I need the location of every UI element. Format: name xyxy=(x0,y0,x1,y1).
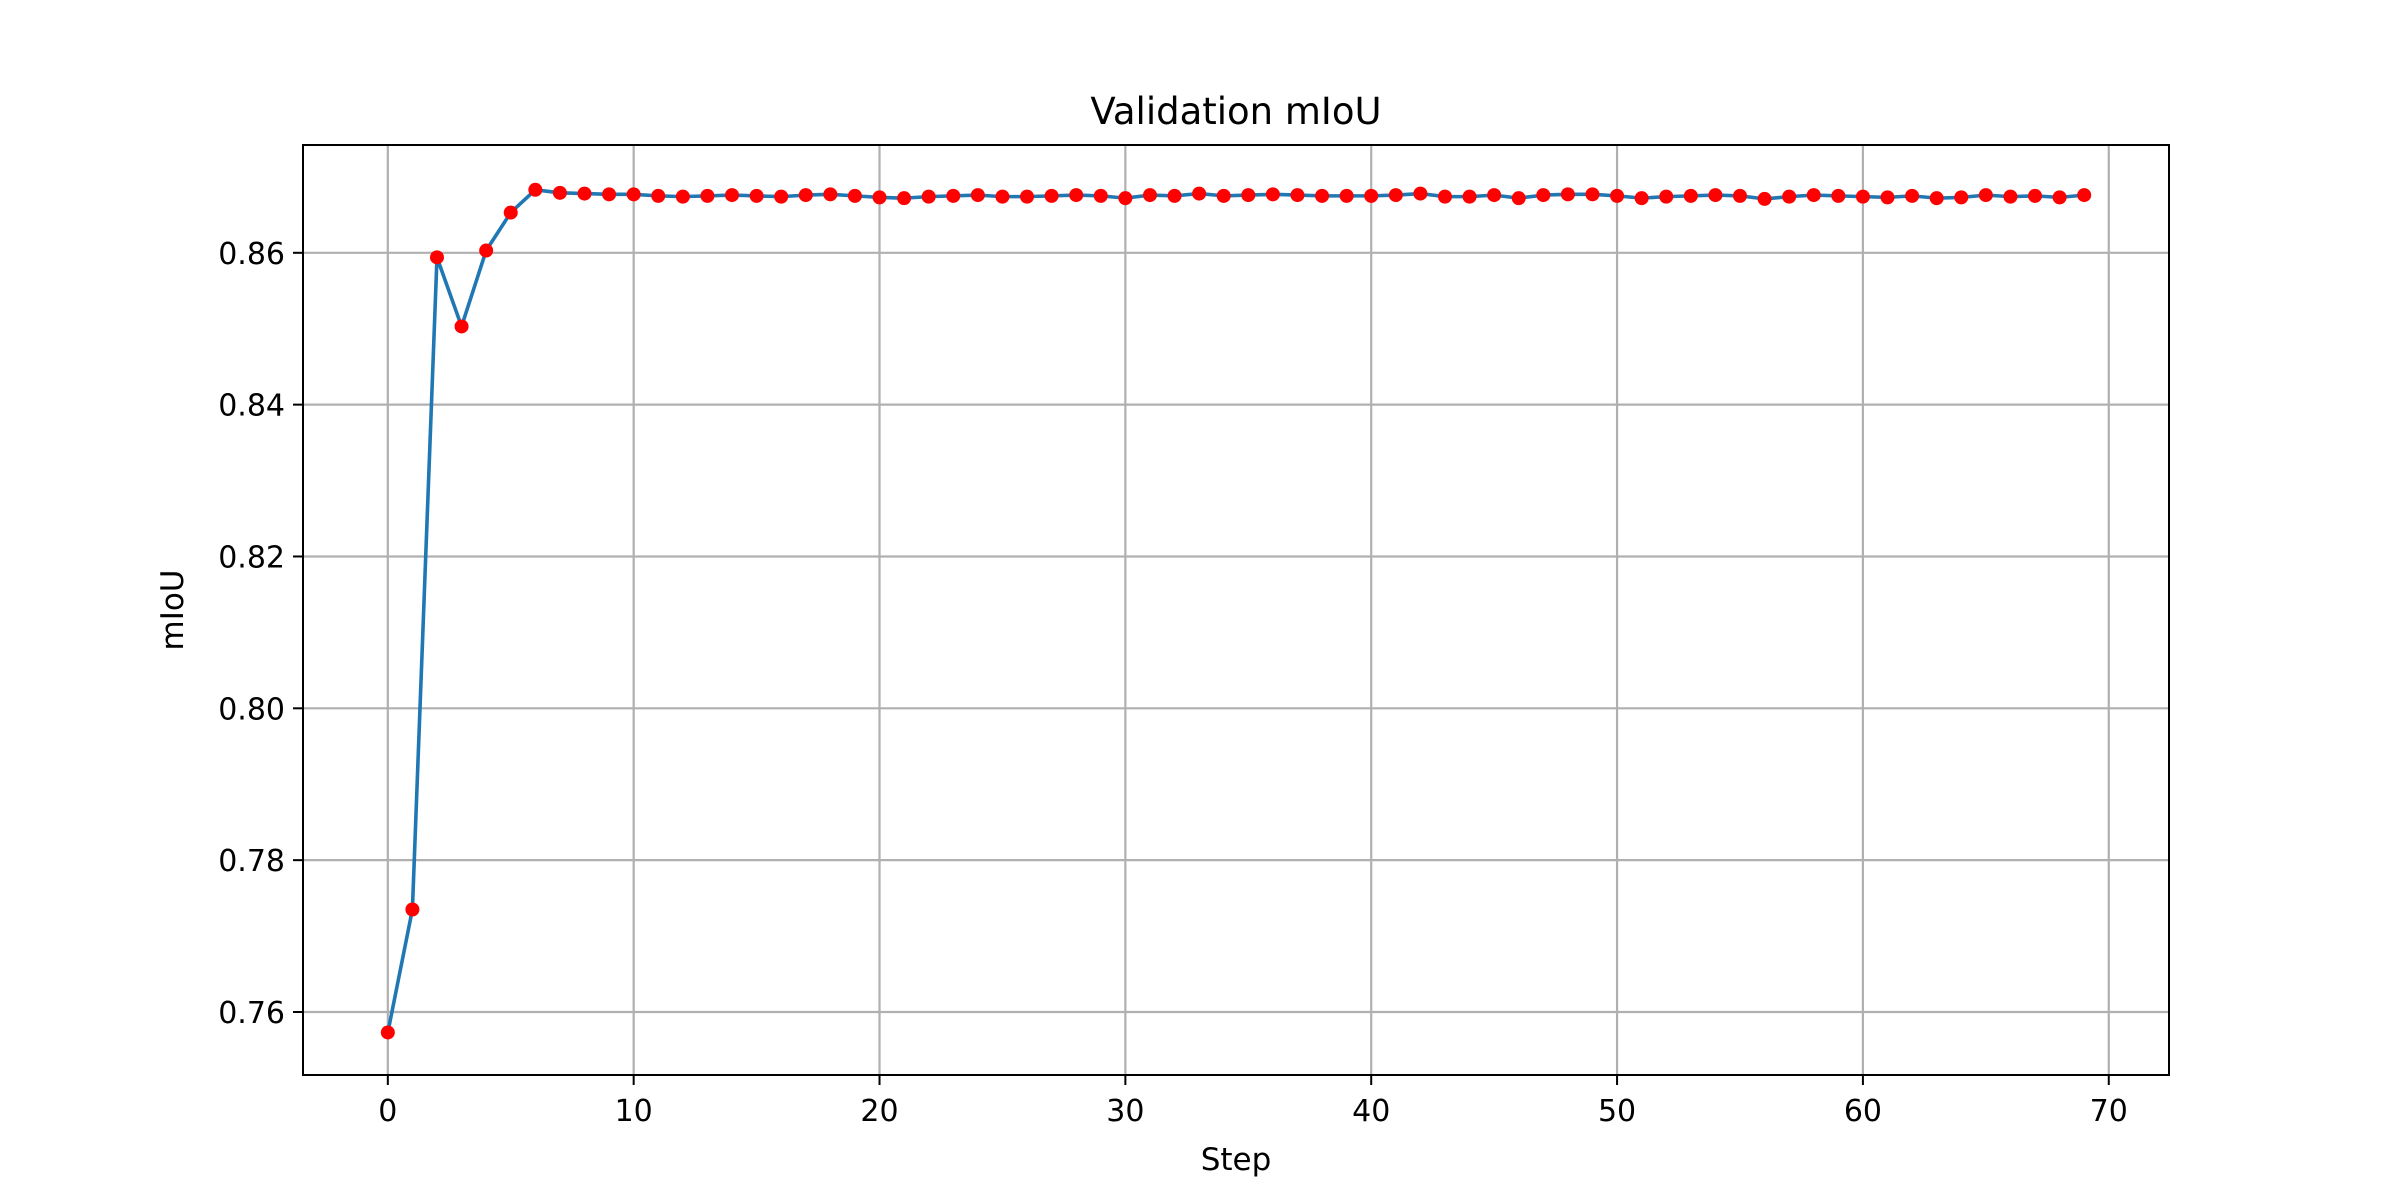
x-tick-label: 70 xyxy=(2090,1094,2128,1129)
data-point xyxy=(798,188,813,203)
data-point xyxy=(1290,188,1305,203)
y-axis-label: mIoU xyxy=(155,570,191,651)
x-tick-label: 40 xyxy=(1352,1094,1390,1129)
data-point xyxy=(2052,190,2067,205)
data-point xyxy=(749,188,764,203)
data-point xyxy=(2028,188,2043,203)
data-point xyxy=(1929,191,1944,206)
plot-frame xyxy=(302,144,2170,1076)
data-point xyxy=(1142,188,1157,203)
data-point xyxy=(1757,191,1772,206)
x-axis-label: Step xyxy=(1201,1142,1272,1178)
data-point xyxy=(675,189,690,204)
data-point xyxy=(970,188,985,203)
data-point xyxy=(1093,188,1108,203)
data-point xyxy=(1069,188,1084,203)
data-point xyxy=(2003,189,2018,204)
data-point xyxy=(1978,188,1993,203)
data-point xyxy=(1855,189,1870,204)
x-tick-label: 0 xyxy=(378,1094,397,1129)
data-point xyxy=(2077,188,2092,203)
data-point xyxy=(380,1025,395,1040)
data-point xyxy=(1634,191,1649,206)
data-point xyxy=(897,191,912,206)
grid-lines xyxy=(303,145,2169,1075)
data-point xyxy=(1437,189,1452,204)
data-point xyxy=(1167,188,1182,203)
y-tick-label: 0.80 xyxy=(218,692,285,727)
data-point xyxy=(1659,189,1674,204)
series-layer xyxy=(380,182,2092,1040)
data-point xyxy=(774,189,789,204)
data-point xyxy=(1388,188,1403,203)
data-point xyxy=(1880,190,1895,205)
y-tick-label: 0.86 xyxy=(218,237,285,272)
x-tick-label: 30 xyxy=(1106,1094,1144,1129)
data-point xyxy=(1413,186,1428,201)
y-tick-label: 0.82 xyxy=(218,540,285,575)
data-point xyxy=(823,187,838,202)
data-point xyxy=(552,185,567,200)
x-tick-label: 50 xyxy=(1598,1094,1636,1129)
data-point xyxy=(1315,188,1330,203)
data-point xyxy=(651,188,666,203)
data-point xyxy=(1610,188,1625,203)
data-point xyxy=(700,188,715,203)
data-point xyxy=(995,189,1010,204)
data-point xyxy=(1806,188,1821,203)
x-tick-label: 20 xyxy=(860,1094,898,1129)
data-point xyxy=(847,188,862,203)
data-point xyxy=(1020,189,1035,204)
data-point xyxy=(1216,188,1231,203)
x-tick-label: 10 xyxy=(615,1094,653,1129)
data-point xyxy=(479,243,494,258)
data-point xyxy=(503,205,518,220)
data-point xyxy=(1560,187,1575,202)
data-point xyxy=(1831,188,1846,203)
series-line xyxy=(386,187,2085,1033)
data-point xyxy=(1708,188,1723,203)
chart-title: Validation mIoU xyxy=(1090,90,1381,133)
data-point xyxy=(454,319,469,334)
data-point xyxy=(1265,187,1280,202)
data-point xyxy=(1192,186,1207,201)
data-point xyxy=(1339,188,1354,203)
data-point xyxy=(405,902,420,917)
data-point xyxy=(1732,188,1747,203)
data-point xyxy=(1954,190,1969,205)
y-tick-label: 0.78 xyxy=(218,844,285,879)
data-point xyxy=(725,188,740,203)
data-point xyxy=(1487,188,1502,203)
data-point xyxy=(1118,191,1133,206)
data-point xyxy=(1905,188,1920,203)
data-point xyxy=(1782,189,1797,204)
data-point xyxy=(1364,188,1379,203)
y-tick-label: 0.76 xyxy=(218,996,285,1031)
data-point xyxy=(1511,191,1526,206)
data-point xyxy=(1044,188,1059,203)
x-tick-label: 60 xyxy=(1844,1094,1882,1129)
y-tick-label: 0.84 xyxy=(218,389,285,424)
data-point xyxy=(1683,188,1698,203)
axis-ticks: 0 10 20 30 40 50 60 70 0.76 0.78 0.80 0.82 0.84 0.86 xyxy=(218,237,2128,1129)
data-point xyxy=(1536,188,1551,203)
data-point xyxy=(921,189,936,204)
data-point xyxy=(577,186,592,201)
data-point xyxy=(528,182,543,197)
data-point xyxy=(1585,187,1600,202)
data-point xyxy=(626,187,641,202)
data-point xyxy=(1241,188,1256,203)
data-point xyxy=(946,188,961,203)
data-point xyxy=(429,250,444,265)
data-point xyxy=(1462,189,1477,204)
data-point xyxy=(602,187,617,202)
data-point xyxy=(872,190,887,205)
